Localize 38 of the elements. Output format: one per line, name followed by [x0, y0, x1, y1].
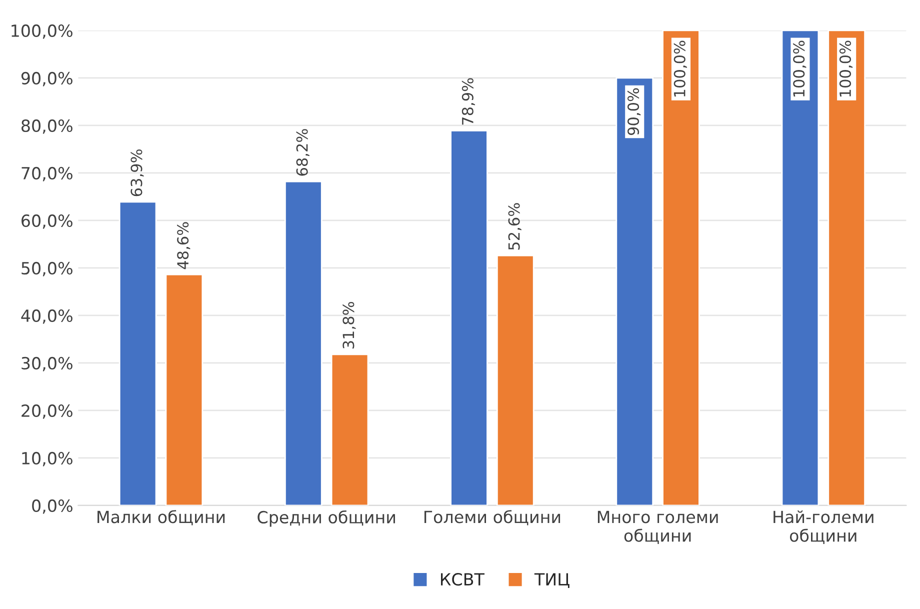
bar [450, 130, 488, 506]
bar [330, 354, 369, 506]
data-label: 100,0% [793, 40, 806, 97]
bar [118, 201, 157, 506]
y-tick-label: 70,0% [22, 166, 72, 182]
data-label: 63,9% [130, 149, 144, 196]
bar [828, 30, 866, 506]
y-tick-label: 10,0% [22, 452, 72, 466]
data-label: 100,0% [839, 40, 853, 97]
data-label: 100,0% [674, 40, 687, 97]
x-tick-label: Големи общини [424, 510, 560, 526]
bar [284, 180, 322, 506]
data-label: 90,0% [627, 88, 641, 136]
bar [616, 77, 654, 506]
y-tick-label: 50,0% [22, 262, 72, 276]
x-tick-label: Най-големи общини [774, 510, 874, 544]
data-label: 48,6% [177, 222, 190, 270]
bar [781, 30, 820, 506]
x-tick-label: Малки общини [98, 510, 225, 526]
bar [496, 254, 534, 506]
legend-label: ТИЦ [534, 573, 570, 588]
legend-label: КСВТ [441, 573, 484, 586]
data-label: 31,8% [342, 302, 356, 348]
bar [165, 274, 204, 506]
y-tick-label: 0,0% [32, 499, 72, 514]
data-label: 52,6% [508, 203, 522, 250]
bar [662, 30, 700, 506]
y-tick-label: 40,0% [21, 309, 72, 324]
x-tick-label: Много големи общини [598, 510, 718, 544]
y-tick-label: 60,0% [22, 214, 72, 229]
data-label: 68,2% [296, 129, 310, 176]
y-tick-label: 90,0% [21, 72, 72, 86]
y-tick-label: 80,0% [22, 119, 72, 134]
y-tick-label: 30,0% [22, 356, 72, 372]
y-tick-label: 20,0% [22, 404, 72, 419]
x-tick-label: Средни общини [258, 510, 395, 527]
y-tick-label: 100,0% [12, 24, 72, 39]
data-label: 78,9% [462, 78, 476, 125]
